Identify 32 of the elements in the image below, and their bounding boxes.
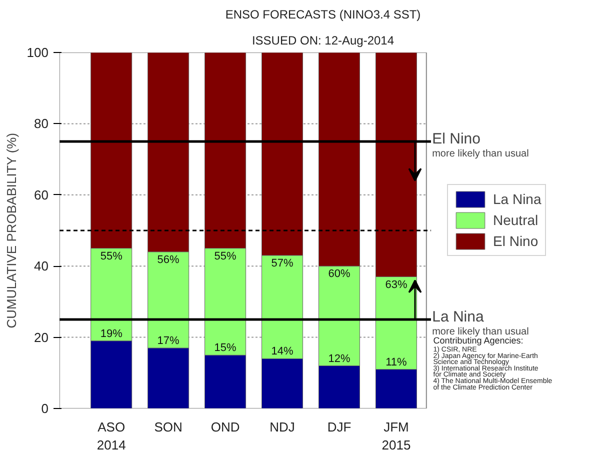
chart-title: ENSO FORECASTS (NINO3.4 SST) [225, 8, 421, 22]
y-tick-label: 80 [34, 116, 49, 132]
data-label: 12% [328, 352, 350, 365]
ref-line-label: El Nino more likely than usual [432, 130, 529, 160]
legend-label: El Nino [493, 233, 538, 249]
y-tick-label: 20 [34, 330, 49, 345]
data-label: 19% [100, 328, 123, 340]
data-label: 60% [328, 268, 350, 280]
chart-subtitle: ISSUED ON: 12-Aug-2014 [252, 34, 394, 48]
data-label: 14% [271, 346, 294, 358]
data-label: 11% [386, 356, 408, 368]
x-tick-label: DJF [327, 420, 352, 434]
data-label: 55% [214, 250, 237, 262]
data-label: 57% [271, 257, 294, 270]
legend-label: La Nina [493, 191, 542, 207]
data-label: 55% [100, 250, 123, 262]
data-label: 15% [214, 342, 237, 354]
data-label: 56% [157, 254, 180, 266]
data-label: 17% [157, 334, 180, 347]
x-tick-label: JFM 2015 [382, 420, 411, 452]
y-tick-label: 60 [34, 187, 49, 202]
y-tick-label: 100 [26, 45, 49, 60]
legend-label: Neutral [493, 212, 538, 228]
x-tick-label: NDJ [270, 420, 295, 434]
y-tick-label: 0 [41, 401, 49, 416]
x-tick-label: OND [210, 420, 240, 434]
data-label: 63% [385, 278, 408, 291]
x-tick-label: SON [154, 420, 182, 434]
y-tick-label: 40 [34, 258, 49, 274]
x-tick-label: ASO 2014 [96, 420, 126, 452]
ref-line-label: La Nina more likely than usual [432, 308, 529, 338]
y-axis-title: CUMULATIVE PROBABILITY (%) [4, 132, 19, 328]
